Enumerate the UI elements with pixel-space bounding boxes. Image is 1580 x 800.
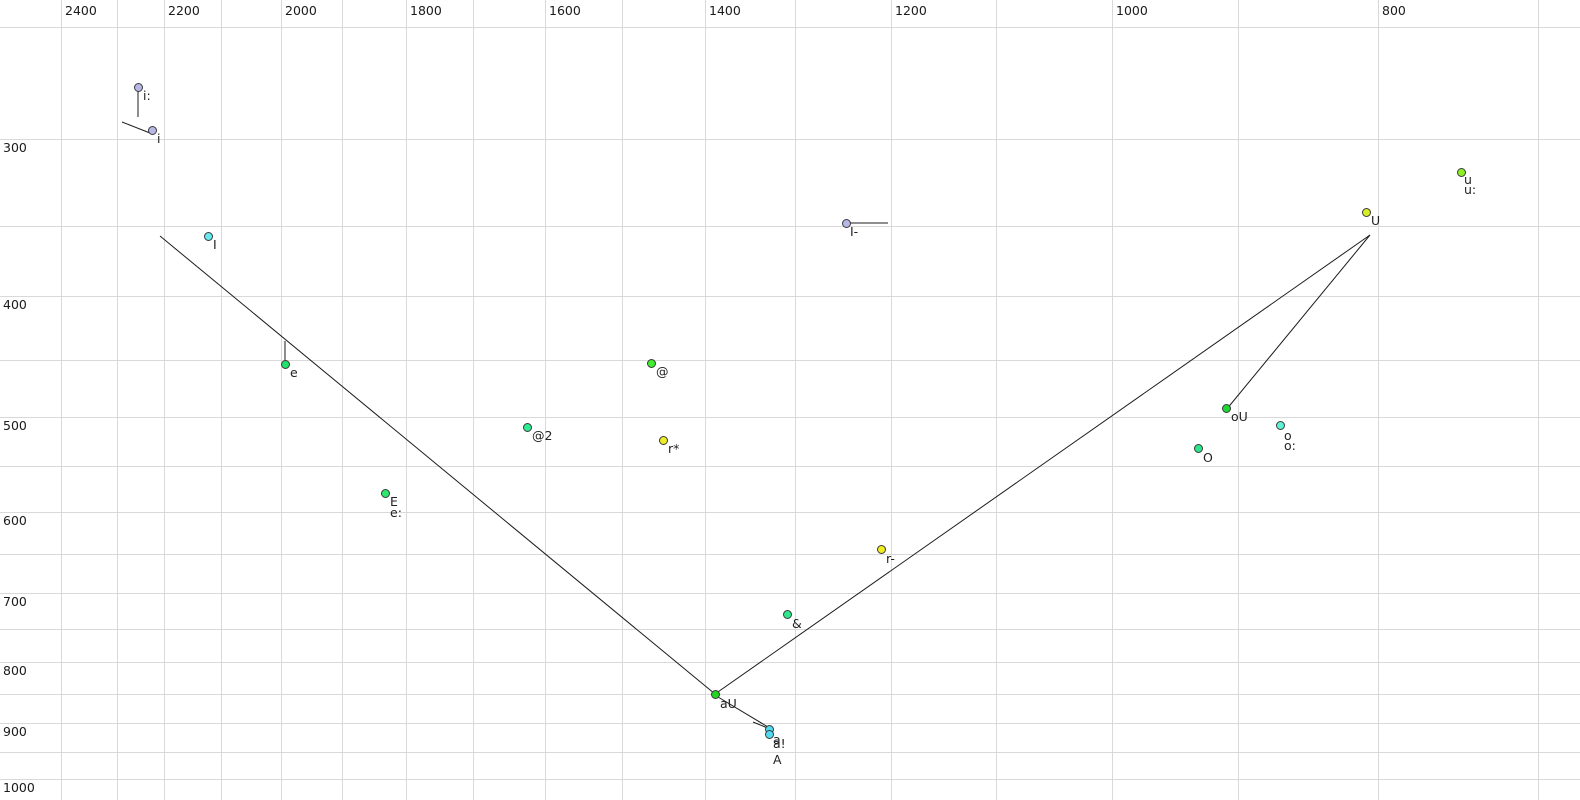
data-point-label: a! — [773, 736, 786, 751]
data-point-marker[interactable] — [1456, 167, 1466, 177]
data-point-label: O — [1203, 450, 1213, 465]
x-axis-tick-label: 1800 — [410, 3, 442, 18]
data-point-marker[interactable] — [658, 435, 668, 445]
data-point-marker[interactable] — [1275, 420, 1285, 430]
y-axis-tick-label: 400 — [3, 297, 27, 312]
x-axis-tick-label: 1600 — [549, 3, 581, 18]
data-point-marker[interactable] — [876, 544, 886, 554]
data-point-marker[interactable] — [764, 729, 774, 739]
data-point-marker[interactable] — [841, 218, 851, 228]
gridline-horizontal-minor — [0, 694, 1580, 695]
gridline-vertical-major — [1378, 0, 1379, 800]
gridline-horizontal-major — [0, 139, 1580, 140]
x-axis-tick-label: 2000 — [285, 3, 317, 18]
data-point-label: U — [1371, 213, 1381, 228]
data-point-label: o: — [1284, 438, 1296, 453]
data-point-label: @ — [656, 364, 669, 379]
gridline-horizontal-major — [0, 779, 1580, 780]
data-point-label: a — [773, 732, 781, 747]
y-axis-tick-label: 900 — [3, 724, 27, 739]
data-point-label: i — [157, 131, 161, 146]
data-point-label: i: — [143, 88, 151, 103]
x-axis-tick-label: 800 — [1382, 3, 1406, 18]
data-point-marker[interactable] — [133, 82, 143, 92]
gridline-vertical-minor — [117, 0, 118, 800]
data-point-label: E — [390, 494, 398, 509]
y-axis-tick-label: 700 — [3, 594, 27, 609]
gridline-horizontal-major — [0, 723, 1580, 724]
gridline-vertical-minor — [1538, 0, 1539, 800]
data-point-marker[interactable] — [646, 358, 656, 368]
y-axis-tick-label: 1000 — [3, 780, 35, 795]
data-point-label: r- — [886, 551, 895, 566]
data-point-marker[interactable] — [522, 422, 532, 432]
data-point-marker[interactable] — [380, 488, 390, 498]
y-axis-tick-label: 800 — [3, 663, 27, 678]
data-point-marker[interactable] — [1361, 207, 1371, 217]
data-point-label: oU — [1231, 409, 1248, 424]
data-point-marker[interactable] — [1221, 403, 1231, 413]
x-axis-tick-label: 2400 — [65, 3, 97, 18]
y-axis-tick-label: 600 — [3, 513, 27, 528]
data-point-label: @2 — [532, 428, 553, 443]
data-point-marker[interactable] — [203, 231, 213, 241]
data-point-label: u: — [1464, 182, 1477, 197]
data-point-label: r* — [668, 441, 680, 456]
data-point-marker[interactable] — [782, 609, 792, 619]
data-point-marker[interactable] — [147, 125, 157, 135]
data-point-label: e — [290, 365, 298, 380]
data-point-label: I- — [850, 224, 859, 239]
y-axis-tick-label: 500 — [3, 418, 27, 433]
y-axis-tick-label: 300 — [3, 140, 27, 155]
data-point-label: e: — [390, 505, 402, 520]
data-point-label: & — [792, 616, 802, 631]
data-point-label: o — [1284, 428, 1292, 443]
data-point-label: A — [773, 752, 782, 767]
data-point-marker[interactable] — [280, 359, 290, 369]
gridline-horizontal-minor — [0, 226, 1580, 227]
x-axis-tick-label: 1000 — [1116, 3, 1148, 18]
data-point-label: aU — [720, 696, 737, 711]
data-point-label: I — [213, 237, 217, 252]
data-point-marker[interactable] — [1193, 443, 1203, 453]
x-axis-tick-label: 1200 — [895, 3, 927, 18]
data-point-marker[interactable] — [710, 689, 720, 699]
x-axis-tick-label: 2200 — [168, 3, 200, 18]
gridline-horizontal-minor — [0, 752, 1580, 753]
gridline-horizontal-minor — [0, 27, 1580, 28]
x-axis-tick-label: 1400 — [709, 3, 741, 18]
gridline-vertical-major — [61, 0, 62, 800]
data-point-label: u — [1464, 172, 1472, 187]
